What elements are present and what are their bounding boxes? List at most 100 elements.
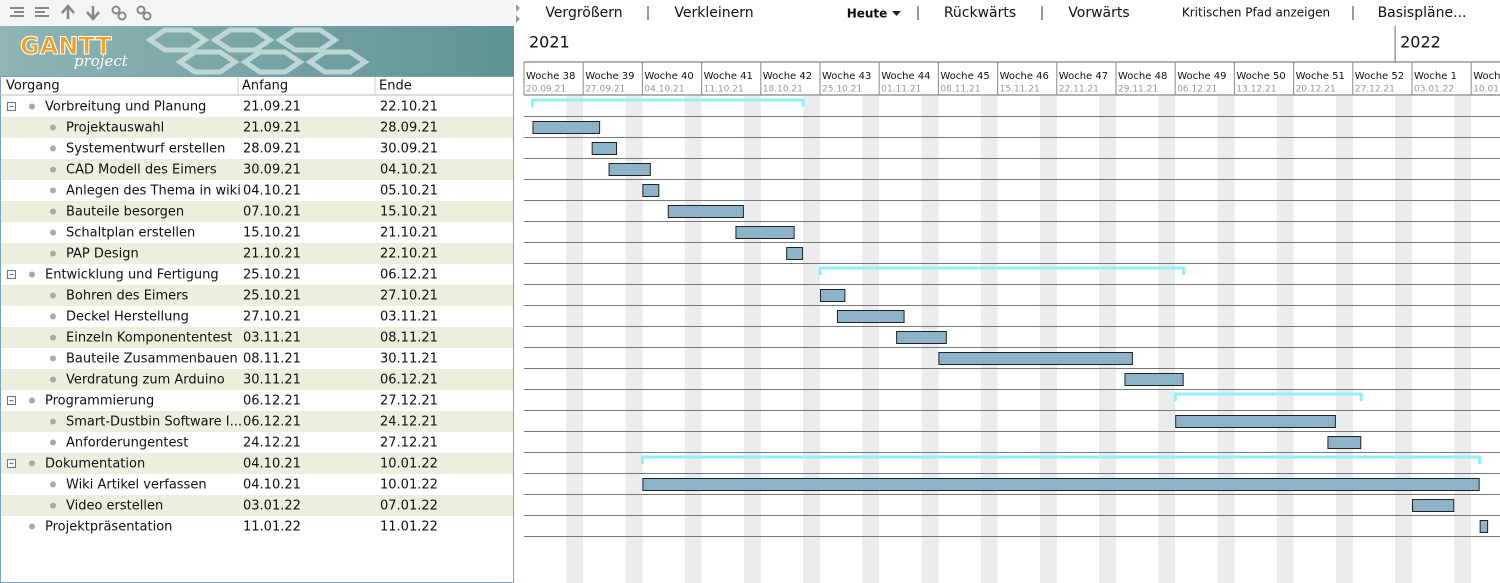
icon bbox=[10, 7, 24, 9]
task-name[interactable]: Smart-Dustbin Software I... bbox=[66, 415, 242, 430]
task-name[interactable]: Projektpräsentation bbox=[45, 520, 172, 535]
task-name[interactable]: Einzeln Komponententest bbox=[66, 331, 232, 346]
bullet bbox=[50, 355, 56, 362]
task-name[interactable]: Anlegen des Thema in wiki bbox=[66, 184, 241, 199]
task-bar[interactable] bbox=[820, 289, 846, 302]
icon-link[interactable] bbox=[111, 5, 121, 15]
task-name[interactable]: Programmierung bbox=[45, 394, 154, 409]
task-name[interactable]: Dokumentation bbox=[45, 457, 145, 472]
task-end: 10.01.22 bbox=[380, 457, 438, 472]
summary-bar[interactable] bbox=[530, 98, 805, 107]
task-name[interactable]: Entwicklung und Fertigung bbox=[45, 268, 219, 283]
summary-bar[interactable] bbox=[818, 266, 1186, 275]
task-name[interactable]: Projektauswahl bbox=[66, 121, 164, 136]
task-start: 21.09.21 bbox=[243, 121, 301, 136]
task-name[interactable]: Bauteile besorgen bbox=[66, 205, 184, 220]
icon bbox=[35, 15, 49, 17]
task-bar[interactable] bbox=[735, 226, 795, 239]
task-end: 06.12.21 bbox=[380, 373, 438, 388]
year-label: 2022 bbox=[1400, 33, 1441, 52]
week-date: 18.10.21 bbox=[763, 85, 803, 95]
critical-path[interactable]: Kritischen Pfad anzeigen bbox=[1182, 6, 1330, 20]
bullet bbox=[50, 145, 56, 152]
summary-bar[interactable] bbox=[640, 455, 1482, 464]
task-end: 03.11.21 bbox=[380, 310, 438, 325]
task-bar[interactable] bbox=[591, 142, 618, 155]
task-name[interactable]: Vorbreitung und Planung bbox=[45, 100, 206, 115]
icon-up[interactable] bbox=[61, 4, 75, 19]
col-header[interactable]: Ende bbox=[379, 79, 412, 94]
task-start: 25.10.21 bbox=[243, 289, 301, 304]
task-bar[interactable] bbox=[608, 163, 651, 176]
task-bar[interactable] bbox=[896, 331, 947, 344]
zoom-out[interactable]: Verkleinern bbox=[674, 5, 753, 21]
back[interactable]: Rückwärts bbox=[944, 5, 1016, 21]
task-name[interactable]: Deckel Herstellung bbox=[66, 310, 189, 325]
weekend bbox=[980, 96, 998, 583]
zoom-in[interactable]: Vergrößern bbox=[545, 5, 622, 21]
bullet bbox=[29, 523, 35, 530]
baselines[interactable]: Basispläne... bbox=[1378, 5, 1467, 21]
summary-bar[interactable] bbox=[1173, 392, 1363, 401]
task-start: 21.10.21 bbox=[243, 247, 301, 262]
toolbar-left bbox=[0, 0, 514, 26]
task-start: 25.10.21 bbox=[243, 268, 301, 283]
weekend bbox=[862, 96, 880, 583]
col-header[interactable]: Anfang bbox=[242, 79, 288, 94]
task-name[interactable]: Systementwurf erstellen bbox=[66, 142, 225, 157]
task-start: 27.10.21 bbox=[243, 310, 301, 325]
task-name[interactable]: Wiki Artikel verfassen bbox=[66, 478, 207, 493]
task-name[interactable]: Verdratung zum Arduino bbox=[66, 373, 225, 388]
task-name[interactable]: Bauteile Zusammenbauen bbox=[66, 352, 238, 367]
task-bar[interactable] bbox=[1175, 415, 1336, 428]
week-label: Woche 47 bbox=[1059, 71, 1108, 82]
bullet bbox=[29, 271, 35, 278]
task-bar[interactable] bbox=[1412, 499, 1455, 512]
today[interactable]: Heute bbox=[847, 7, 888, 21]
task-name[interactable]: Bohren des Eimers bbox=[66, 289, 189, 304]
task-end: 22.10.21 bbox=[380, 247, 438, 262]
icon-link[interactable] bbox=[117, 11, 127, 21]
bullet bbox=[29, 460, 35, 467]
dropdown-arrow[interactable] bbox=[892, 11, 901, 16]
icon-down[interactable] bbox=[86, 6, 100, 21]
bullet bbox=[50, 376, 56, 383]
task-bar[interactable] bbox=[1479, 520, 1489, 533]
task-end: 22.10.21 bbox=[380, 100, 438, 115]
col-header[interactable]: Vorgang bbox=[6, 79, 60, 94]
week-date: 06.12.21 bbox=[1177, 85, 1217, 95]
task-name[interactable]: Anforderungentest bbox=[66, 436, 188, 451]
weekend bbox=[1335, 96, 1353, 583]
forward[interactable]: Vorwärts bbox=[1068, 5, 1129, 21]
hex bbox=[240, 49, 305, 75]
hex bbox=[210, 27, 275, 53]
week-date: 04.10.21 bbox=[644, 85, 684, 95]
task-start: 24.12.21 bbox=[243, 436, 301, 451]
task-start: 28.09.21 bbox=[243, 142, 301, 157]
task-name[interactable]: PAP Design bbox=[66, 247, 139, 262]
task-start: 03.11.21 bbox=[243, 331, 301, 346]
task-bar[interactable] bbox=[642, 478, 1480, 491]
task-bar[interactable] bbox=[532, 121, 601, 134]
bullet bbox=[50, 313, 56, 320]
icon bbox=[10, 15, 24, 17]
week-label: Woche 44 bbox=[881, 71, 930, 82]
task-name[interactable]: Video erstellen bbox=[66, 499, 163, 514]
task-bar[interactable] bbox=[938, 352, 1133, 365]
task-bar[interactable] bbox=[642, 184, 660, 197]
task-bar[interactable] bbox=[667, 205, 744, 218]
splitter-arrows[interactable] bbox=[516, 4, 520, 23]
task-name[interactable]: CAD Modell des Eimers bbox=[66, 163, 217, 178]
logo-subtitle: project bbox=[74, 52, 129, 70]
task-bar[interactable] bbox=[786, 247, 804, 260]
task-bar[interactable] bbox=[1327, 436, 1362, 449]
icon-unlink[interactable] bbox=[136, 5, 146, 15]
task-end: 21.10.21 bbox=[380, 226, 438, 241]
week-date: 01.11.21 bbox=[881, 85, 921, 95]
task-bar[interactable] bbox=[1124, 373, 1184, 386]
task-start: 30.09.21 bbox=[243, 163, 301, 178]
icon-unlink[interactable] bbox=[142, 11, 152, 21]
task-bar[interactable] bbox=[836, 310, 905, 323]
task-name[interactable]: Schaltplan erstellen bbox=[66, 226, 195, 241]
